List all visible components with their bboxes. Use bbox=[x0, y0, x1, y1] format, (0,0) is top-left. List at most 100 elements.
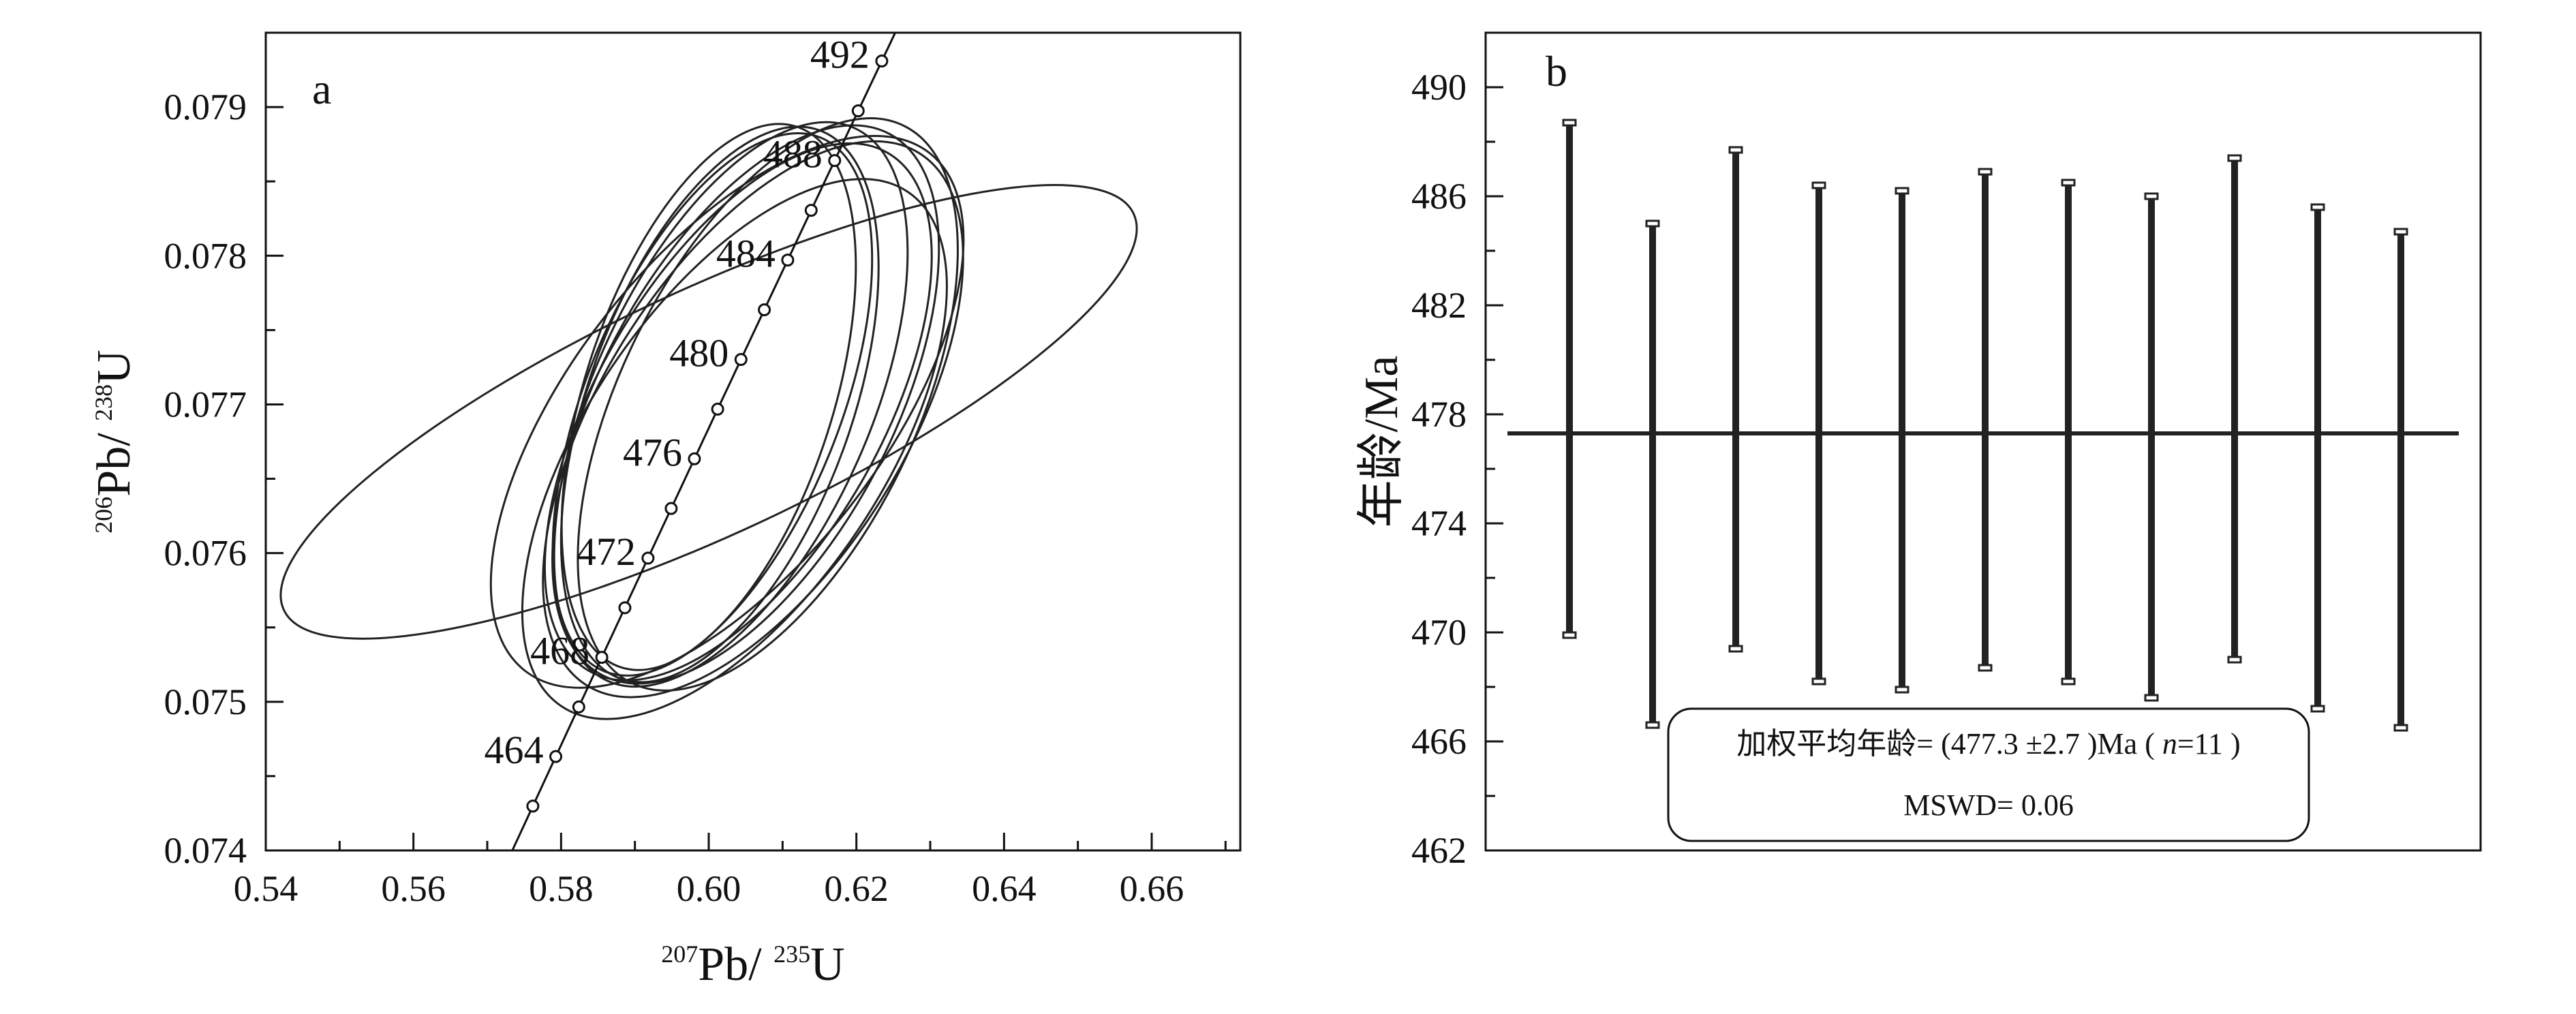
error-ellipse bbox=[560, 123, 857, 671]
x-tick-label: 0.60 bbox=[677, 868, 741, 909]
error-bar-cap-bottom bbox=[2061, 677, 2076, 686]
concordia-marker bbox=[549, 750, 563, 763]
concordia-age-label: 472 bbox=[577, 529, 636, 574]
y-tick-label: 474 bbox=[1411, 503, 1467, 544]
x-tick-label: 0.62 bbox=[824, 868, 889, 909]
concordia-marker bbox=[572, 700, 585, 713]
error-bar-cap-bottom bbox=[1895, 686, 1910, 694]
error-bar-cap-top bbox=[2393, 228, 2408, 236]
error-ellipse bbox=[577, 117, 959, 692]
y-tick-label: 462 bbox=[1411, 830, 1467, 871]
panel-label-b: b bbox=[1546, 47, 1567, 95]
panel-label-a: a bbox=[312, 65, 331, 113]
y-tick-label: 490 bbox=[1411, 67, 1467, 108]
concordia-marker bbox=[734, 353, 748, 367]
concordia-curve bbox=[511, 5, 911, 850]
x-tick-label: 0.64 bbox=[972, 868, 1037, 909]
concordia-marker bbox=[781, 253, 795, 267]
concordia-marker bbox=[851, 104, 865, 118]
weighted-mean-prefix: 加权平均年龄= (477.3 ±2.7 )Ma ( bbox=[1736, 727, 2162, 760]
error-ellipse bbox=[551, 132, 874, 677]
concordia-line bbox=[511, 33, 897, 850]
error-bar-cap-top bbox=[2310, 203, 2325, 211]
x-title-sup2: 235 bbox=[773, 940, 810, 968]
concordia-marker bbox=[900, 5, 911, 16]
concordia-age-label: 468 bbox=[530, 629, 589, 673]
concordia-marker bbox=[618, 601, 632, 615]
y-tick-label: 466 bbox=[1411, 721, 1467, 762]
y-tick-label: 0.077 bbox=[164, 384, 247, 425]
plot-frame-a bbox=[264, 31, 1242, 852]
x-tick-label: 0.56 bbox=[381, 868, 446, 909]
error-bar-cap-bottom bbox=[2144, 694, 2159, 702]
error-bars bbox=[1507, 119, 2459, 732]
weighted-mean-n: n bbox=[2162, 727, 2177, 760]
concordia-marker bbox=[828, 154, 842, 168]
x-title-sup1: 207 bbox=[661, 940, 698, 968]
error-ellipse bbox=[542, 140, 964, 698]
y-title-sup2: 238 bbox=[90, 384, 117, 421]
x-title-main1: Pb/ bbox=[698, 938, 773, 991]
annotation-box bbox=[1667, 707, 2310, 842]
error-bar-cap-top bbox=[1978, 168, 1993, 176]
x-tick-label: 0.66 bbox=[1120, 868, 1184, 909]
axis-ticks-a: 0.54 0.56 0.58 0.60 0.62 0.64 0.66 0.074 0.075 0.… bbox=[164, 87, 1227, 909]
y-axis-title-b: 年龄/Ma bbox=[1355, 356, 1408, 528]
error-bar-cap-bottom bbox=[2393, 724, 2408, 732]
y-tick-label: 0.078 bbox=[164, 235, 247, 276]
error-ellipse bbox=[521, 178, 948, 720]
error-bar-cap-bottom bbox=[1562, 631, 1577, 639]
error-ellipse bbox=[489, 134, 965, 689]
concordia-marker bbox=[711, 402, 724, 416]
y-tick-label: 0.076 bbox=[164, 533, 247, 574]
error-bar-cap-bottom bbox=[2310, 705, 2325, 713]
weighted-mean-text: 加权平均年龄= (477.3 ±2.7 )Ma ( n=11 ) bbox=[1736, 727, 2240, 760]
concordia-marker bbox=[758, 303, 771, 317]
concordia-marker bbox=[875, 55, 889, 68]
y-title-main1: Pb/ bbox=[88, 421, 140, 497]
y-title-sup1: 206 bbox=[90, 497, 117, 534]
error-bar-cap-top bbox=[2144, 192, 2159, 200]
error-bar-cap-top bbox=[1645, 219, 1660, 228]
error-bar-cap-bottom bbox=[1978, 664, 1993, 672]
concordia-age-label: 480 bbox=[669, 331, 729, 375]
concordia-age-label: 488 bbox=[763, 132, 823, 176]
y-title-main2: U bbox=[88, 350, 140, 384]
concordia-marker bbox=[595, 651, 609, 664]
y-tick-label: 0.074 bbox=[164, 830, 247, 871]
concordia-marker bbox=[664, 502, 678, 515]
error-bar-cap-bottom bbox=[1811, 677, 1826, 686]
concordia-age-label: 476 bbox=[623, 430, 682, 474]
error-ellipses bbox=[279, 117, 1138, 720]
x-tick-label: 0.58 bbox=[529, 868, 594, 909]
concordia-age-label: 464 bbox=[485, 728, 544, 772]
error-ellipse bbox=[543, 142, 933, 681]
error-bar-cap-bottom bbox=[2227, 656, 2242, 664]
error-bar-cap-bottom bbox=[1645, 721, 1660, 729]
y-tick-label: 0.075 bbox=[164, 681, 247, 722]
error-bar-cap-top bbox=[1728, 146, 1743, 154]
y-axis-title-a: 206Pb/ 238U bbox=[88, 350, 140, 533]
error-bar-cap-top bbox=[1895, 187, 1910, 195]
x-title-main2: U bbox=[810, 938, 845, 991]
y-tick-label: 478 bbox=[1411, 394, 1467, 435]
y-tick-label: 482 bbox=[1411, 285, 1467, 326]
plot-frame-b bbox=[1484, 31, 2482, 852]
x-tick-label: 0.54 bbox=[234, 868, 298, 909]
concordia-panel: 0.54 0.56 0.58 0.60 0.62 0.64 0.66 0.074 0.075 0.… bbox=[88, 5, 1242, 991]
concordia-marker bbox=[526, 799, 540, 813]
error-bar-cap-top bbox=[2061, 179, 2076, 187]
y-tick-label: 486 bbox=[1411, 176, 1467, 217]
x-axis-title-a: 207Pb/ 235U bbox=[661, 938, 844, 991]
error-ellipse bbox=[279, 184, 1138, 640]
error-ellipse bbox=[551, 124, 940, 685]
errorbar-panel: 462 466 470 474 478 482 486 490 b 年龄/Ma 加权平均年龄=… bbox=[1355, 31, 2482, 871]
concordia-age-label: 492 bbox=[810, 33, 870, 77]
error-bar-cap-top bbox=[1562, 119, 1577, 127]
y-tick-label: 470 bbox=[1411, 612, 1467, 653]
error-bar-cap-bottom bbox=[1728, 645, 1743, 653]
mswd-text: MSWD= 0.06 bbox=[1903, 788, 2074, 822]
concordia-marker bbox=[688, 452, 701, 465]
error-ellipse bbox=[553, 121, 909, 688]
